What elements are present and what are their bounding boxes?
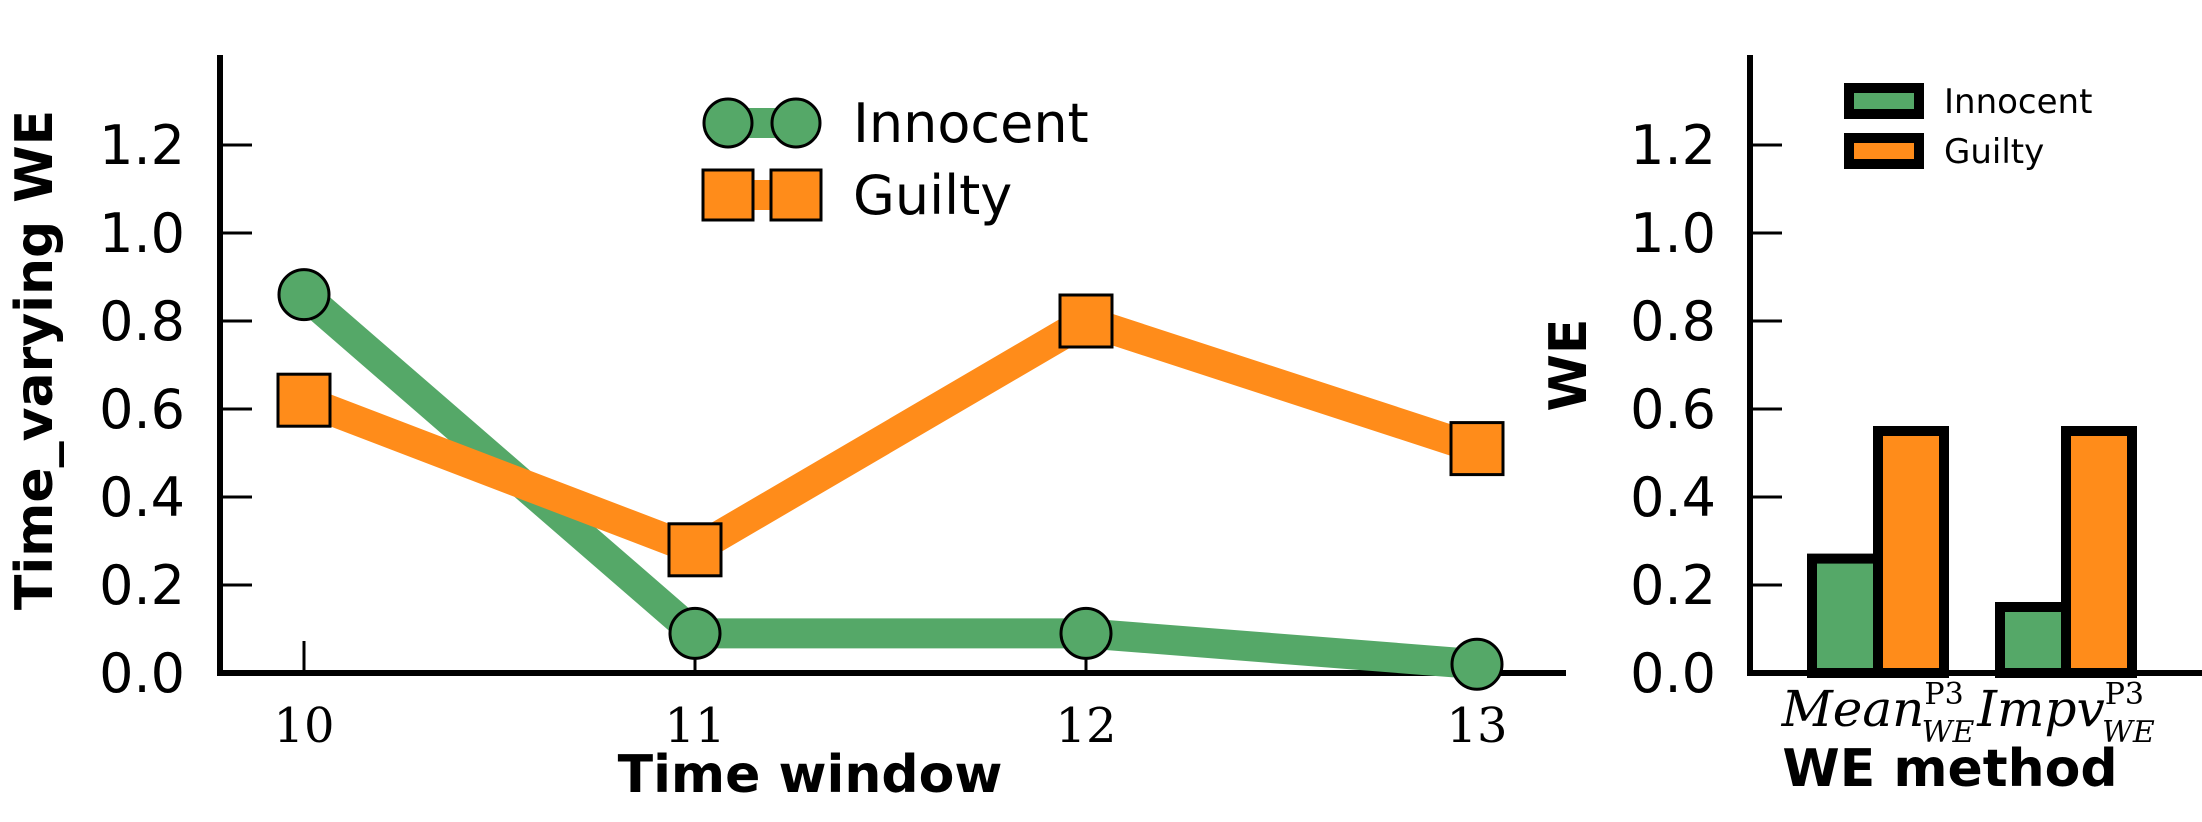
data-point-innocent — [277, 268, 331, 322]
data-point-innocent — [1059, 606, 1113, 660]
tick-base: Impv — [1976, 680, 2104, 738]
tick-sub: WE — [1922, 715, 1975, 750]
right-y-tick-label: 0.0 — [1630, 642, 1716, 705]
left-y-tick-label: 0.4 — [99, 466, 185, 529]
right-x-tick-label: ImpvP3 WE — [1976, 677, 2155, 750]
left-x-tick-label: 10 — [273, 698, 334, 754]
right-y-tick-label: 1.0 — [1630, 202, 1716, 265]
bar-innocent — [1995, 602, 2071, 678]
left-y-tick-label: 0.0 — [99, 642, 185, 705]
series-line-guilty — [298, 304, 1482, 567]
right-legend: Innocent Guilty — [1844, 82, 2092, 172]
right-y-tick-label: 1.2 — [1630, 114, 1716, 177]
right-y-axis-label: WE — [1539, 319, 1599, 412]
bar-chart: 0.00.20.40.60.81.01.2 MeanP3 WE ImpvP3 WE W… — [1539, 55, 2202, 799]
right-y-ticks: 0.0 0.2 0.4 0.6 0.8 1.0 1.2 — [1630, 114, 1782, 705]
line-chart: 0.0 0.2 0.4 0.6 0.8 1.0 1.2 10 11 12 13 Time wind… — [5, 55, 1566, 805]
right-y-tick-label: 0.6 — [1630, 378, 1716, 441]
data-point-innocent — [668, 606, 722, 660]
tick-base: Mean — [1781, 680, 1925, 738]
left-y-tick-label: 0.8 — [99, 290, 185, 353]
legend-swatch-guilty — [1844, 133, 1924, 169]
right-bars — [1807, 426, 2137, 678]
tick-sup: P3 — [2105, 677, 2144, 712]
left-series — [276, 268, 1505, 691]
legend-swatch-innocent — [1844, 83, 1924, 119]
legend-label-guilty: Guilty — [853, 164, 1012, 227]
left-y-tick-label: 0.2 — [99, 554, 185, 617]
left-x-tick-label: 12 — [1055, 698, 1116, 754]
right-y-tick-label: 0.8 — [1630, 290, 1716, 353]
legend-label-guilty: Guilty — [1944, 132, 2044, 172]
data-point-guilty — [1058, 293, 1114, 349]
bar-guilty — [1873, 426, 1949, 678]
tick-sup: P3 — [1924, 677, 1963, 712]
left-legend: Innocent Guilty — [701, 92, 1089, 227]
data-point-guilty — [1449, 421, 1505, 477]
left-y-tick-label: 0.6 — [99, 378, 185, 441]
left-y-tick-label: 1.2 — [99, 114, 185, 177]
right-y-tick-label: 0.4 — [1630, 466, 1716, 529]
legend-label-innocent: Innocent — [853, 92, 1089, 155]
legend-marker-innocent — [770, 97, 822, 149]
left-y-ticks: 0.0 0.2 0.4 0.6 0.8 1.0 1.2 — [99, 114, 252, 705]
left-y-tick-label: 1.0 — [99, 202, 185, 265]
left-x-axis-label: Time window — [618, 745, 1003, 805]
legend-label-innocent: Innocent — [1944, 82, 2092, 122]
left-x-ticks: 10 11 12 13 — [273, 641, 1508, 754]
bar-innocent — [1807, 553, 1883, 678]
left-y-axis-label: Time_varying WE — [5, 110, 65, 610]
left-x-tick-label: 13 — [1446, 698, 1507, 754]
data-point-guilty — [667, 522, 723, 578]
left-x-tick-label: 11 — [664, 698, 725, 754]
legend-marker-guilty — [769, 168, 823, 222]
bar-guilty — [2061, 426, 2137, 678]
right-x-tick-label: MeanP3 WE — [1781, 677, 1975, 750]
tick-sub: WE — [2102, 715, 2155, 750]
right-x-tick-labels: MeanP3 WE ImpvP3 WE — [1781, 677, 2155, 750]
legend-marker-guilty — [701, 168, 755, 222]
right-y-tick-label: 0.2 — [1630, 554, 1716, 617]
legend-marker-innocent — [702, 97, 754, 149]
data-point-guilty — [276, 372, 332, 428]
right-x-axis-label: WE method — [1782, 739, 2117, 799]
data-point-innocent — [1450, 637, 1504, 691]
